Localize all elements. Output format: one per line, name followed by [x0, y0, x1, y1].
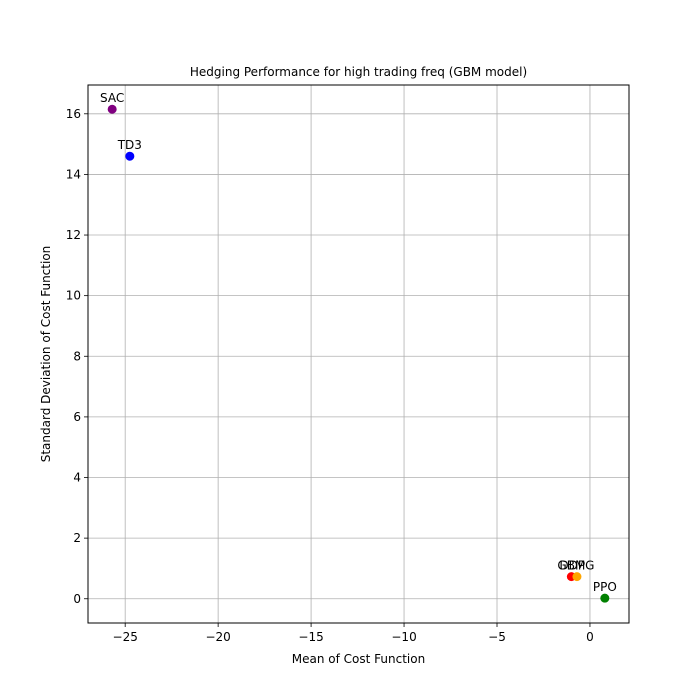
data-point-sac — [107, 104, 117, 114]
x-tick-label: −10 — [391, 630, 416, 644]
point-label-gbm: GBM — [557, 559, 585, 573]
y-tick-label: 8 — [73, 349, 81, 363]
x-tick-label: −15 — [298, 630, 323, 644]
y-tick-label: 0 — [73, 592, 81, 606]
data-point-td3 — [125, 151, 135, 161]
plot-area-frame — [87, 84, 630, 624]
data-point-ddpg — [572, 572, 582, 582]
point-label-ppo: PPO — [593, 580, 617, 594]
data-point-ppo — [600, 593, 610, 603]
chart-title: Hedging Performance for high trading fre… — [190, 65, 527, 79]
grid — [88, 85, 629, 623]
point-label-td3: TD3 — [117, 138, 142, 152]
y-tick-label: 10 — [66, 289, 81, 303]
point-label-ddpg: DDPG — [559, 559, 594, 573]
y-axis-ticks: 0 2 4 6 8 10 12 14 16 — [66, 107, 88, 606]
y-tick-label: 12 — [66, 228, 81, 242]
x-tick-label: −5 — [488, 630, 506, 644]
y-tick-label: 6 — [73, 410, 81, 424]
y-tick-label: 14 — [66, 167, 81, 181]
y-tick-label: 4 — [73, 471, 81, 485]
y-axis-label: Standard Deviation of Cost Function — [39, 246, 53, 463]
x-tick-label: 0 — [586, 630, 594, 644]
data-points — [107, 104, 610, 603]
y-tick-label: 16 — [66, 107, 81, 121]
x-axis-ticks: −25 −20 −15 −10 −5 0 — [113, 623, 594, 644]
y-tick-label: 2 — [73, 531, 81, 545]
point-label-sac: SAC — [100, 91, 124, 105]
x-tick-label: −20 — [205, 630, 230, 644]
x-tick-label: −25 — [113, 630, 138, 644]
x-axis-label: Mean of Cost Function — [292, 652, 425, 666]
